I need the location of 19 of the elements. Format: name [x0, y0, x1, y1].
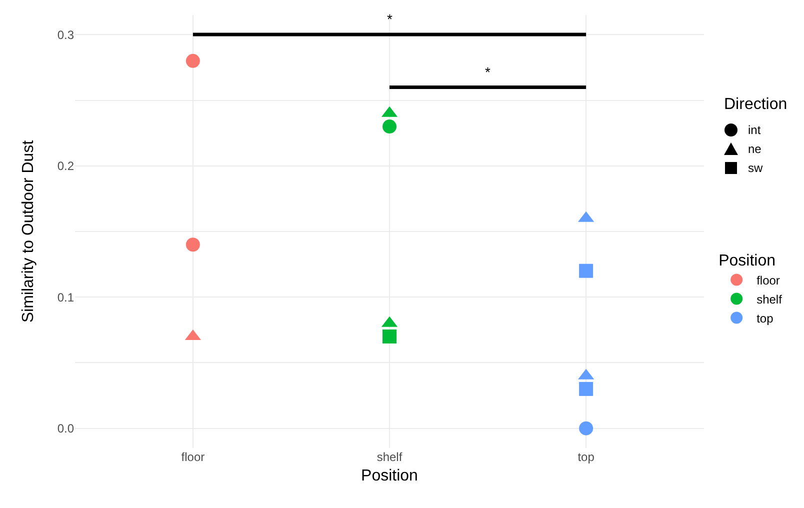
y-tick-label: 0.1 — [57, 290, 74, 304]
legend-label: floor — [756, 273, 780, 288]
text: ne — [748, 142, 762, 156]
x-axis-title: Position — [361, 468, 418, 485]
y-tick-label: 0.2 — [57, 159, 74, 174]
legend-label: top — [756, 311, 774, 326]
x-tick-label: shelf — [376, 450, 403, 464]
annotation: * — [387, 11, 393, 27]
text: int — [748, 122, 761, 136]
annotation: * — [485, 64, 491, 80]
y-tick-label: 0.3 — [57, 28, 74, 42]
text: Direction — [724, 96, 788, 114]
text: sw — [748, 160, 763, 174]
legend-title: Position — [718, 252, 776, 270]
x-tick-label: floor — [181, 450, 205, 464]
y-tick-label: 0.0 — [57, 422, 74, 436]
y-axis-title: Similarity to Outdoor Dust — [20, 140, 37, 323]
x-tick-label: top — [578, 450, 595, 464]
legend-label: shelf — [756, 292, 783, 306]
